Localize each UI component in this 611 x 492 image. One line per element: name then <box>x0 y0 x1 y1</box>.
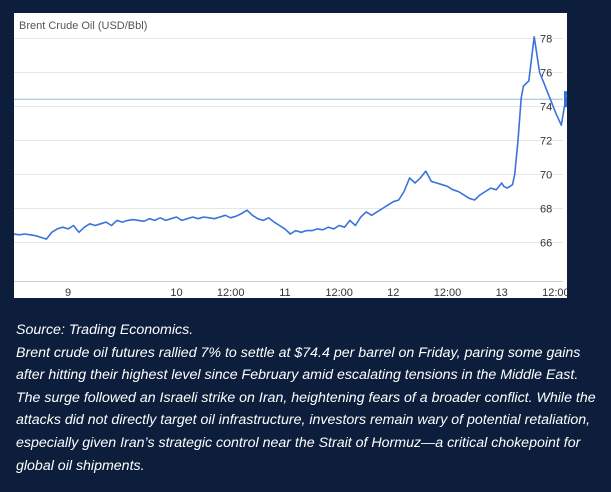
x-tick-label-2: 12:00 <box>217 287 245 298</box>
x-tick-label-0: 9 <box>65 287 71 298</box>
chart-title: Brent Crude Oil (USD/Bbl) <box>19 20 147 32</box>
x-tick-label-6: 12:00 <box>434 287 462 298</box>
last-value-label: 74.43 <box>564 91 567 108</box>
y-tick-label-78: 78 <box>540 34 552 46</box>
y-tick-label-68: 68 <box>540 204 552 216</box>
caption: Source: Trading Economics. Brent crude o… <box>16 319 604 477</box>
y-tick-label-66: 66 <box>540 238 552 250</box>
price-series <box>14 35 567 240</box>
x-tick-label-5: 12 <box>387 287 399 298</box>
x-tick-label-3: 11 <box>279 287 290 298</box>
y-tick-label-74: 74 <box>540 102 552 114</box>
price-line <box>14 35 567 240</box>
last-value-text: 74.43 <box>566 94 567 106</box>
caption-source: Source: Trading Economics. <box>16 322 194 338</box>
x-tick-label-8: 12:00 <box>542 287 567 298</box>
y-axis-tick-labels: 66 68 70 72 74 76 78 <box>540 34 552 250</box>
grid-lines <box>14 38 563 282</box>
x-tick-label-7: 13 <box>496 287 508 298</box>
x-tick-label-4: 12:00 <box>325 287 353 298</box>
caption-body: Brent crude oil futures rallied 7% to se… <box>16 344 596 474</box>
y-tick-label-70: 70 <box>540 170 552 182</box>
y-tick-label-72: 72 <box>540 136 552 148</box>
brent-price-chart: Brent Crude Oil (USD/Bbl) 66 68 70 72 74 76 78… <box>14 20 567 298</box>
y-tick-label-76: 76 <box>540 68 552 80</box>
chart-panel: Brent Crude Oil (USD/Bbl) 66 68 70 72 74 76 78… <box>14 13 567 298</box>
x-tick-label-1: 10 <box>170 287 182 298</box>
last-value-badge <box>564 91 567 108</box>
